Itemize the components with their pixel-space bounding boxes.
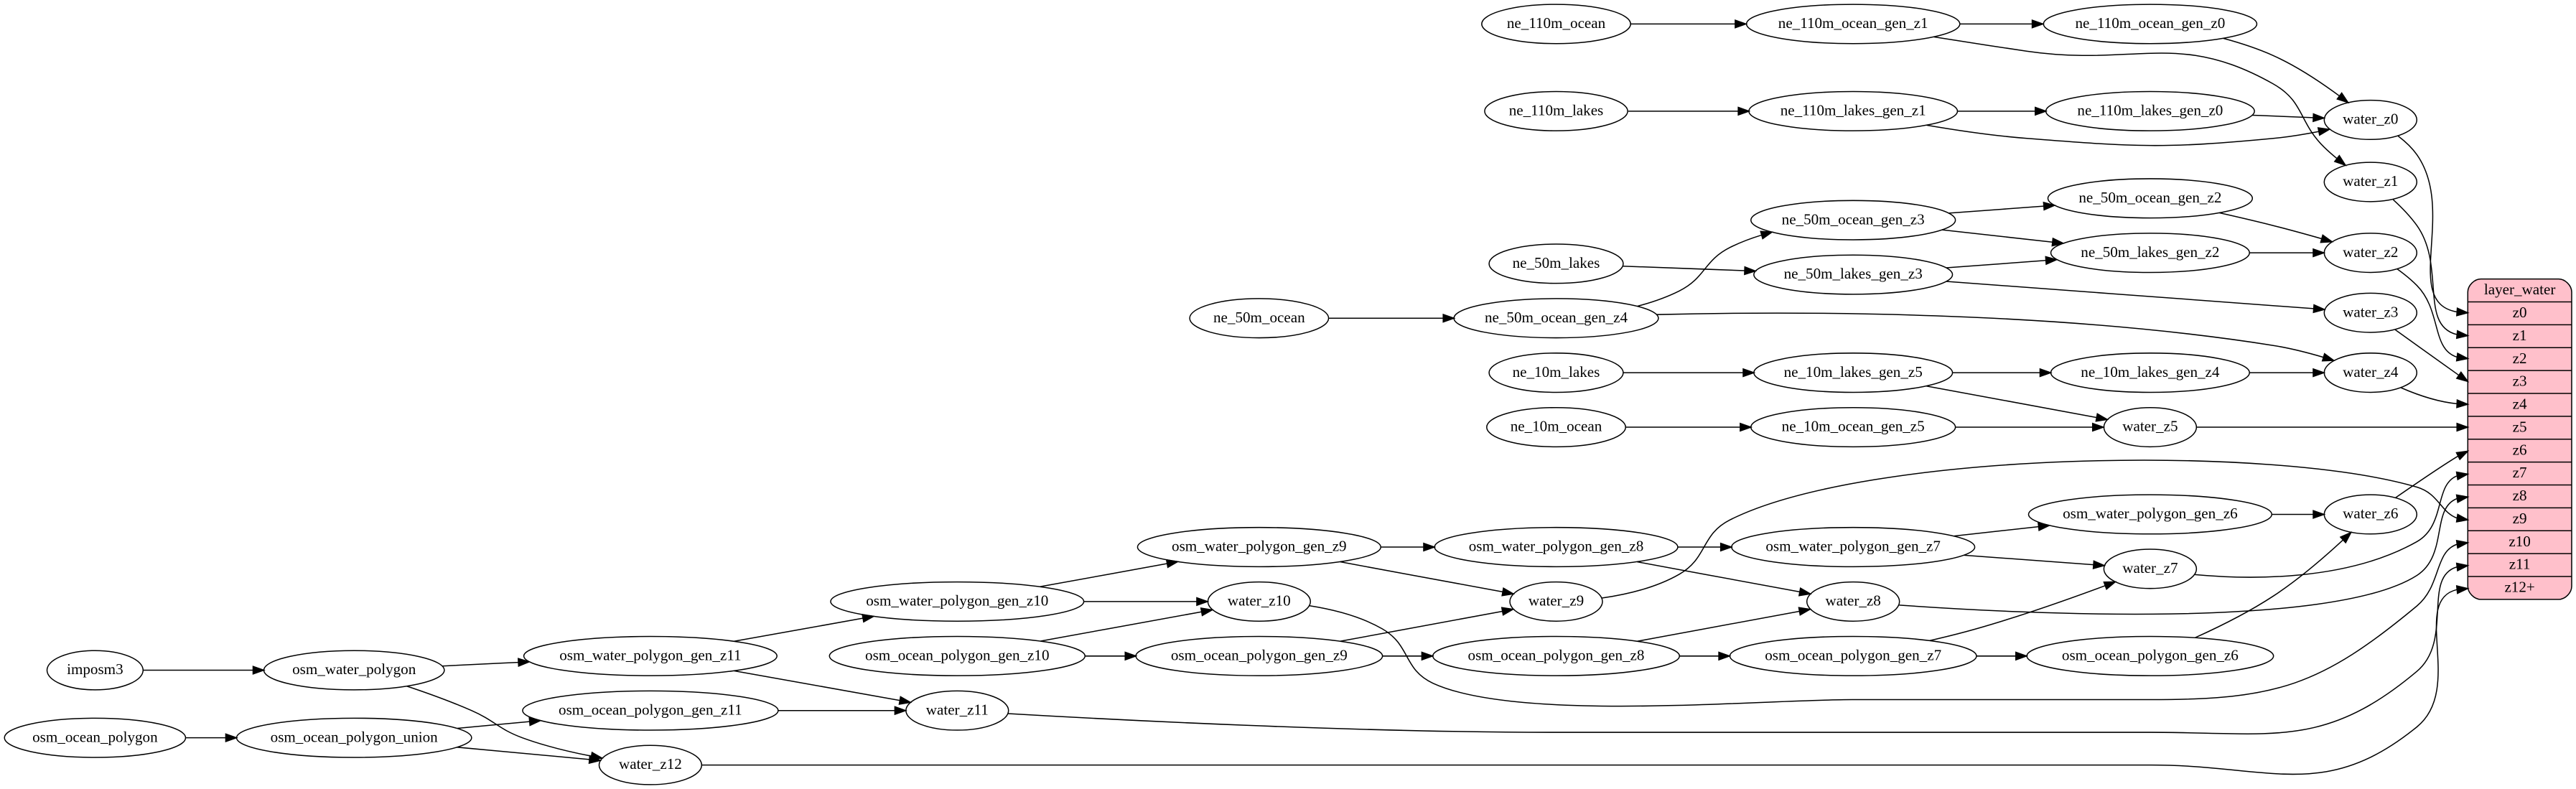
svg-text:water_z1: water_z1 [2343,172,2398,190]
svg-text:osm_ocean_polygon_union: osm_ocean_polygon_union [271,728,438,745]
svg-text:z8: z8 [2513,487,2527,504]
svg-text:z7: z7 [2513,464,2527,481]
svg-text:z11: z11 [2509,556,2531,573]
svg-text:ne_110m_lakes_gen_z1: ne_110m_lakes_gen_z1 [1781,101,1926,118]
svg-text:water_z7: water_z7 [2122,559,2178,576]
svg-text:ne_50m_lakes_gen_z2: ne_50m_lakes_gen_z2 [2081,243,2219,261]
svg-text:osm_ocean_polygon_gen_z11: osm_ocean_polygon_gen_z11 [559,701,742,718]
svg-text:z1: z1 [2513,327,2527,344]
svg-text:ne_110m_lakes_gen_z0: ne_110m_lakes_gen_z0 [2077,101,2223,118]
svg-text:ne_50m_lakes: ne_50m_lakes [1513,254,1600,271]
svg-text:osm_water_polygon: osm_water_polygon [292,660,416,678]
svg-text:water_z10: water_z10 [1228,592,1291,609]
svg-text:ne_50m_ocean: ne_50m_ocean [1213,309,1305,326]
svg-text:z0: z0 [2513,304,2527,321]
svg-text:z4: z4 [2513,395,2527,412]
svg-text:osm_water_polygon_gen_z11: osm_water_polygon_gen_z11 [559,646,741,663]
svg-text:water_z8: water_z8 [1826,592,1881,609]
svg-text:ne_110m_ocean_gen_z1: ne_110m_ocean_gen_z1 [1778,14,1928,32]
svg-text:z5: z5 [2513,418,2527,435]
svg-text:ne_10m_ocean_gen_z5: ne_10m_ocean_gen_z5 [1782,418,1925,435]
svg-text:z9: z9 [2513,510,2527,527]
svg-text:ne_110m_ocean: ne_110m_ocean [1507,14,1606,32]
svg-text:z10: z10 [2509,533,2530,550]
svg-text:ne_10m_lakes: ne_10m_lakes [1513,363,1600,381]
svg-text:ne_50m_ocean_gen_z2: ne_50m_ocean_gen_z2 [2078,189,2221,206]
svg-text:osm_water_polygon_gen_z6: osm_water_polygon_gen_z6 [2063,505,2238,522]
svg-text:osm_ocean_polygon_gen_z6: osm_ocean_polygon_gen_z6 [2062,646,2239,663]
svg-text:water_z3: water_z3 [2343,303,2398,320]
svg-text:ne_50m_ocean_gen_z4: ne_50m_ocean_gen_z4 [1485,309,1628,326]
svg-text:osm_ocean_polygon_gen_z10: osm_ocean_polygon_gen_z10 [865,646,1049,663]
svg-text:osm_ocean_polygon: osm_ocean_polygon [32,728,158,745]
svg-text:water_z0: water_z0 [2343,111,2398,128]
svg-text:z3: z3 [2513,373,2527,390]
svg-text:water_z6: water_z6 [2343,505,2398,522]
svg-text:ne_110m_lakes: ne_110m_lakes [1509,101,1604,118]
svg-text:water_z12: water_z12 [619,755,682,772]
svg-text:imposm3: imposm3 [67,660,123,678]
svg-text:ne_50m_lakes_gen_z3: ne_50m_lakes_gen_z3 [1784,265,1923,282]
svg-text:osm_ocean_polygon_gen_z8: osm_ocean_polygon_gen_z8 [1468,646,1645,663]
svg-text:water_z2: water_z2 [2343,243,2398,261]
svg-text:ne_50m_ocean_gen_z3: ne_50m_ocean_gen_z3 [1782,210,1925,228]
svg-text:z6: z6 [2513,441,2527,458]
svg-text:water_z4: water_z4 [2343,363,2399,381]
svg-text:water_z5: water_z5 [2122,418,2178,435]
svg-text:osm_water_polygon_gen_z10: osm_water_polygon_gen_z10 [866,592,1048,609]
svg-text:osm_water_polygon_gen_z7: osm_water_polygon_gen_z7 [1765,538,1941,555]
svg-text:osm_water_polygon_gen_z8: osm_water_polygon_gen_z8 [1469,538,1644,555]
svg-text:z12+: z12+ [2504,578,2534,595]
svg-text:osm_ocean_polygon_gen_z7: osm_ocean_polygon_gen_z7 [1765,646,1941,663]
svg-text:osm_ocean_polygon_gen_z9: osm_ocean_polygon_gen_z9 [1171,646,1348,663]
svg-text:water_z11: water_z11 [926,701,989,718]
svg-text:osm_water_polygon_gen_z9: osm_water_polygon_gen_z9 [1172,538,1347,555]
svg-text:z2: z2 [2513,350,2527,367]
svg-text:layer_water: layer_water [2484,281,2555,298]
svg-text:ne_10m_lakes_gen_z4: ne_10m_lakes_gen_z4 [2081,363,2220,381]
svg-text:ne_10m_ocean: ne_10m_ocean [1511,418,1602,435]
svg-text:ne_10m_lakes_gen_z5: ne_10m_lakes_gen_z5 [1784,363,1923,381]
svg-text:water_z9: water_z9 [1529,592,1584,609]
svg-text:ne_110m_ocean_gen_z0: ne_110m_ocean_gen_z0 [2075,14,2225,32]
